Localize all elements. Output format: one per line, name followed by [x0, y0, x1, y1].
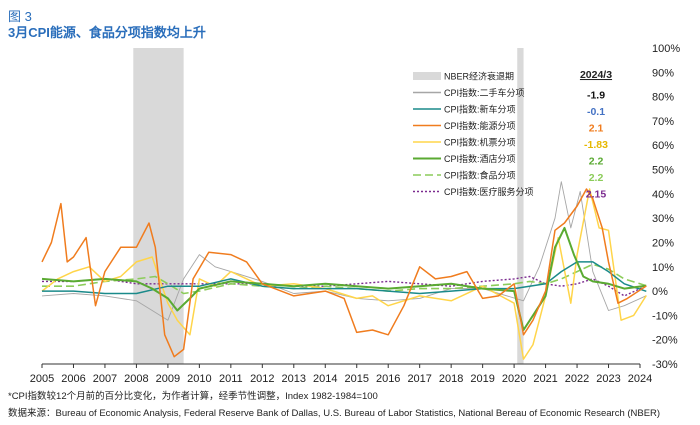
- x-tick-label-2020: 2020: [502, 373, 526, 385]
- legend-label-used_cars: CPI指数:二手车分项: [444, 87, 525, 98]
- legend-value-food: 2.2: [589, 172, 604, 184]
- x-tick-label-2013: 2013: [282, 373, 306, 385]
- series-line-medical: [42, 275, 647, 297]
- series-line-energy: [41, 188, 647, 358]
- series-lines: [41, 181, 647, 360]
- data-source: 数据来源：Bureau of Economic Analysis, Federa…: [8, 408, 661, 419]
- legend-header: 2024/3: [580, 69, 612, 81]
- y-tick-label-12: -20%: [652, 335, 678, 347]
- legend-value-energy: 2.1: [589, 123, 604, 135]
- axes: 2005 2006 2007 2008 2009 2010 2011 2012 2013 2014…: [30, 43, 681, 385]
- series-line-airfare: [41, 188, 647, 360]
- y-tick-label-0: 100%: [652, 43, 680, 55]
- x-tick-label-2007: 2007: [93, 373, 117, 385]
- x-tick-label-2018: 2018: [439, 373, 463, 385]
- x-tick-label-2005: 2005: [30, 373, 54, 385]
- x-tick-label-2014: 2014: [313, 373, 337, 385]
- legend-label-medical: CPI指数:医疗服务分项: [444, 186, 534, 197]
- x-tick-label-2012: 2012: [250, 373, 274, 385]
- y-tick-label-13: -30%: [652, 359, 678, 371]
- series-line-used_cars: [41, 181, 647, 321]
- x-tick-label-2015: 2015: [344, 373, 368, 385]
- x-tick-label-2008: 2008: [124, 373, 148, 385]
- x-tick-label-2021: 2021: [533, 373, 557, 385]
- y-tick-label-7: 30%: [652, 213, 674, 225]
- recession-band-0: [133, 48, 184, 364]
- y-tick-label-2: 80%: [652, 92, 674, 104]
- legend-value-airfare: -1.83: [584, 139, 608, 151]
- x-tick-label-2017: 2017: [407, 373, 431, 385]
- legend-label-lodging: CPI指数:酒店分项: [444, 153, 516, 164]
- legend-value-new_cars: -0.1: [587, 106, 605, 118]
- legend: 2024/3 NBER经济衰退期 CPI指数:二手车分项 -1.9 CPI指数:新车分项…: [413, 69, 612, 201]
- y-tick-label-11: -10%: [652, 310, 678, 322]
- legend-label-recession: NBER经济衰退期: [444, 71, 514, 82]
- y-tick-label-9: 10%: [652, 262, 674, 274]
- x-tick-label-2024: 2024: [628, 373, 652, 385]
- legend-value-medical: 2.15: [586, 189, 607, 201]
- legend-value-used_cars: -1.9: [587, 90, 605, 102]
- y-tick-label-1: 90%: [652, 67, 674, 79]
- y-tick-label-6: 40%: [652, 189, 674, 201]
- y-tick-label-3: 70%: [652, 116, 674, 128]
- x-tick-label-2022: 2022: [565, 373, 589, 385]
- recession-band-1: [517, 48, 524, 364]
- x-tick-label-2011: 2011: [219, 373, 243, 385]
- recession-bands: [133, 48, 524, 364]
- legend-value-lodging: 2.2: [589, 156, 604, 168]
- y-tick-label-4: 60%: [652, 140, 674, 152]
- footnote: *CPI指数较12个月前的百分比变化，为作者计算，经季节性调整，Index 19…: [8, 391, 378, 402]
- y-tick-label-8: 20%: [652, 237, 674, 249]
- series-line-new_cars: [42, 261, 647, 295]
- y-tick-label-5: 50%: [652, 165, 674, 177]
- x-tick-label-2016: 2016: [376, 373, 400, 385]
- chart-title: 3月CPI能源、食品分项指数均上升: [8, 25, 206, 40]
- legend-swatch-recession: [413, 72, 441, 80]
- legend-label-food: CPI指数:食品分项: [444, 170, 516, 181]
- x-tick-label-2023: 2023: [596, 373, 620, 385]
- legend-label-airfare: CPI指数:机票分项: [444, 137, 516, 148]
- legend-label-energy: CPI指数:能源分项: [444, 120, 516, 131]
- figure-label: 图 3: [8, 9, 32, 24]
- y-tick-label-10: 0%: [652, 286, 668, 298]
- x-tick-label-2019: 2019: [470, 373, 494, 385]
- x-tick-label-2009: 2009: [156, 373, 180, 385]
- x-tick-label-2010: 2010: [187, 373, 211, 385]
- x-tick-label-2006: 2006: [61, 373, 85, 385]
- legend-label-new_cars: CPI指数:新车分项: [444, 104, 516, 115]
- series-line-lodging: [41, 226, 647, 331]
